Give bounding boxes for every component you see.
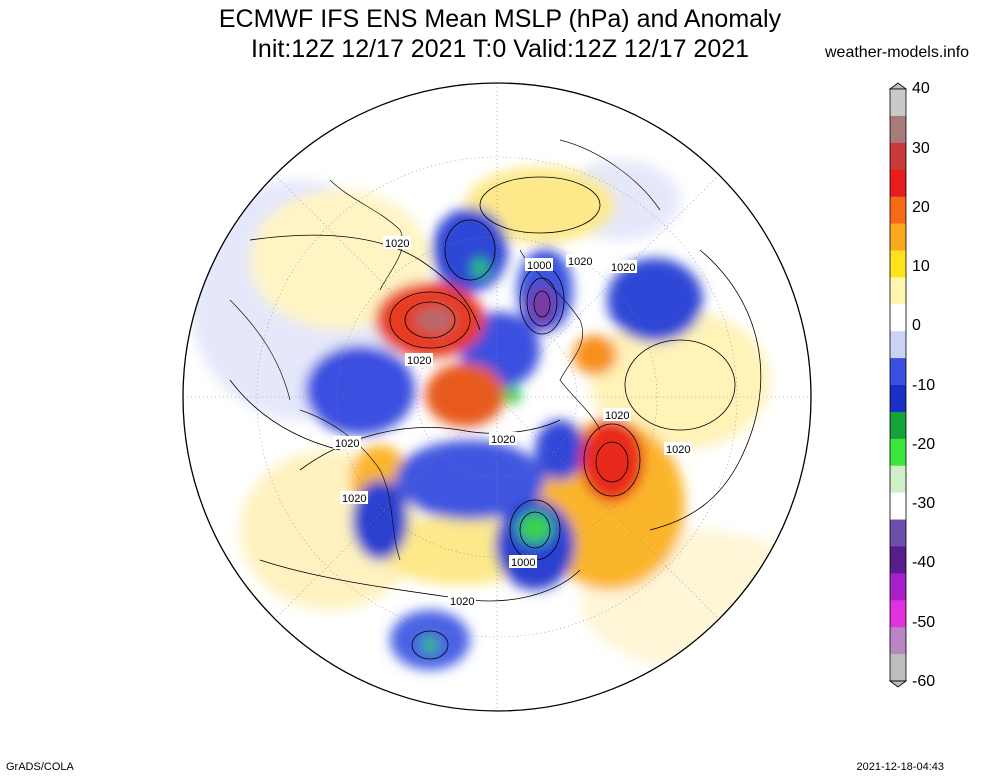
contour-label: 1020 <box>489 432 517 446</box>
contour-labels: 1020 1000 1020 1020 1020 1020 1020 1020 … <box>333 236 692 608</box>
colorbar-swatch <box>890 438 906 467</box>
colorbar-label: -60 <box>912 673 936 690</box>
colorbar-swatch <box>890 600 906 628</box>
svg-text:1020: 1020 <box>605 410 629 422</box>
colorbar-swatch <box>890 358 906 386</box>
svg-text:1000: 1000 <box>511 557 535 569</box>
colorbar-label: -50 <box>912 614 936 631</box>
contour-label: 1000 <box>509 555 537 569</box>
colorbar-bottom-arrow <box>888 680 908 688</box>
colorbar-label: 10 <box>912 258 930 275</box>
colorbar-label: -30 <box>912 495 936 512</box>
svg-text:1000: 1000 <box>527 260 551 272</box>
colorbar-swatch <box>890 627 906 655</box>
contour-label: 1020 <box>383 236 411 250</box>
colorbar-label: 20 <box>912 199 930 216</box>
colorbar-label: -20 <box>912 436 936 453</box>
colorbar-swatch <box>890 519 906 547</box>
contour-label: 1020 <box>448 594 476 608</box>
colorbar-swatch <box>890 385 906 413</box>
colorbar-label: 0 <box>912 317 921 334</box>
colorbar-label: -10 <box>912 377 936 394</box>
colorbar-swatch <box>890 546 906 574</box>
contour-label: 1020 <box>664 442 692 456</box>
contour-label: 1000 <box>525 258 553 272</box>
svg-text:1020: 1020 <box>491 434 515 446</box>
map-boundary <box>182 82 812 712</box>
colorbar <box>888 82 908 688</box>
colorbar-swatch <box>890 573 906 601</box>
colorbar-swatch <box>890 142 906 171</box>
svg-text:1020: 1020 <box>342 493 366 505</box>
svg-text:1020: 1020 <box>450 596 474 608</box>
colorbar-label: -40 <box>912 554 936 571</box>
contour-label: 1020 <box>566 254 594 268</box>
colorbar-swatch <box>890 250 906 278</box>
colorbar-swatch <box>890 169 906 198</box>
colorbar-swatch <box>890 196 906 225</box>
colorbar-swatch <box>890 115 906 144</box>
chart-title-line1: ECMWF IFS ENS Mean MSLP (hPa) and Anomal… <box>218 5 782 33</box>
contour-label: 1020 <box>609 260 637 274</box>
graticule <box>183 83 811 711</box>
colorbar-swatch <box>890 331 906 359</box>
svg-text:1020: 1020 <box>385 238 409 250</box>
colorbar-swatch <box>890 89 906 117</box>
contour-label: 1020 <box>603 408 631 422</box>
brand-label: weather-models.info <box>825 44 970 61</box>
footer-credit: GrADS/COLA <box>6 761 74 773</box>
chart-title-line2: Init:12Z 12/17 2021 T:0 Valid:12Z 12/17 … <box>250 35 750 63</box>
coastlines <box>229 139 661 561</box>
svg-text:1020: 1020 <box>335 438 359 450</box>
colorbar-label: 40 <box>912 80 930 97</box>
colorbar-swatch <box>890 223 906 251</box>
svg-text:1020: 1020 <box>568 256 592 268</box>
svg-text:1020: 1020 <box>407 355 431 367</box>
colorbar-swatch <box>890 465 906 494</box>
svg-text:1020: 1020 <box>666 444 690 456</box>
contour-label: 1020 <box>405 353 433 367</box>
colorbar-label: 30 <box>912 140 930 157</box>
colorbar-swatch <box>890 277 906 305</box>
colorbar-swatch <box>890 304 906 332</box>
colorbar-top-arrow <box>888 82 908 90</box>
contour-label: 1020 <box>333 436 361 450</box>
colorbar-swatch <box>890 492 906 521</box>
colorbar-swatch <box>890 654 906 682</box>
anomaly-field <box>183 83 811 711</box>
colorbar-swatch <box>890 411 906 440</box>
contour-label: 1020 <box>340 491 368 505</box>
svg-text:1020: 1020 <box>611 262 635 274</box>
footer-timestamp: 2021-12-18-04:43 <box>856 761 944 773</box>
